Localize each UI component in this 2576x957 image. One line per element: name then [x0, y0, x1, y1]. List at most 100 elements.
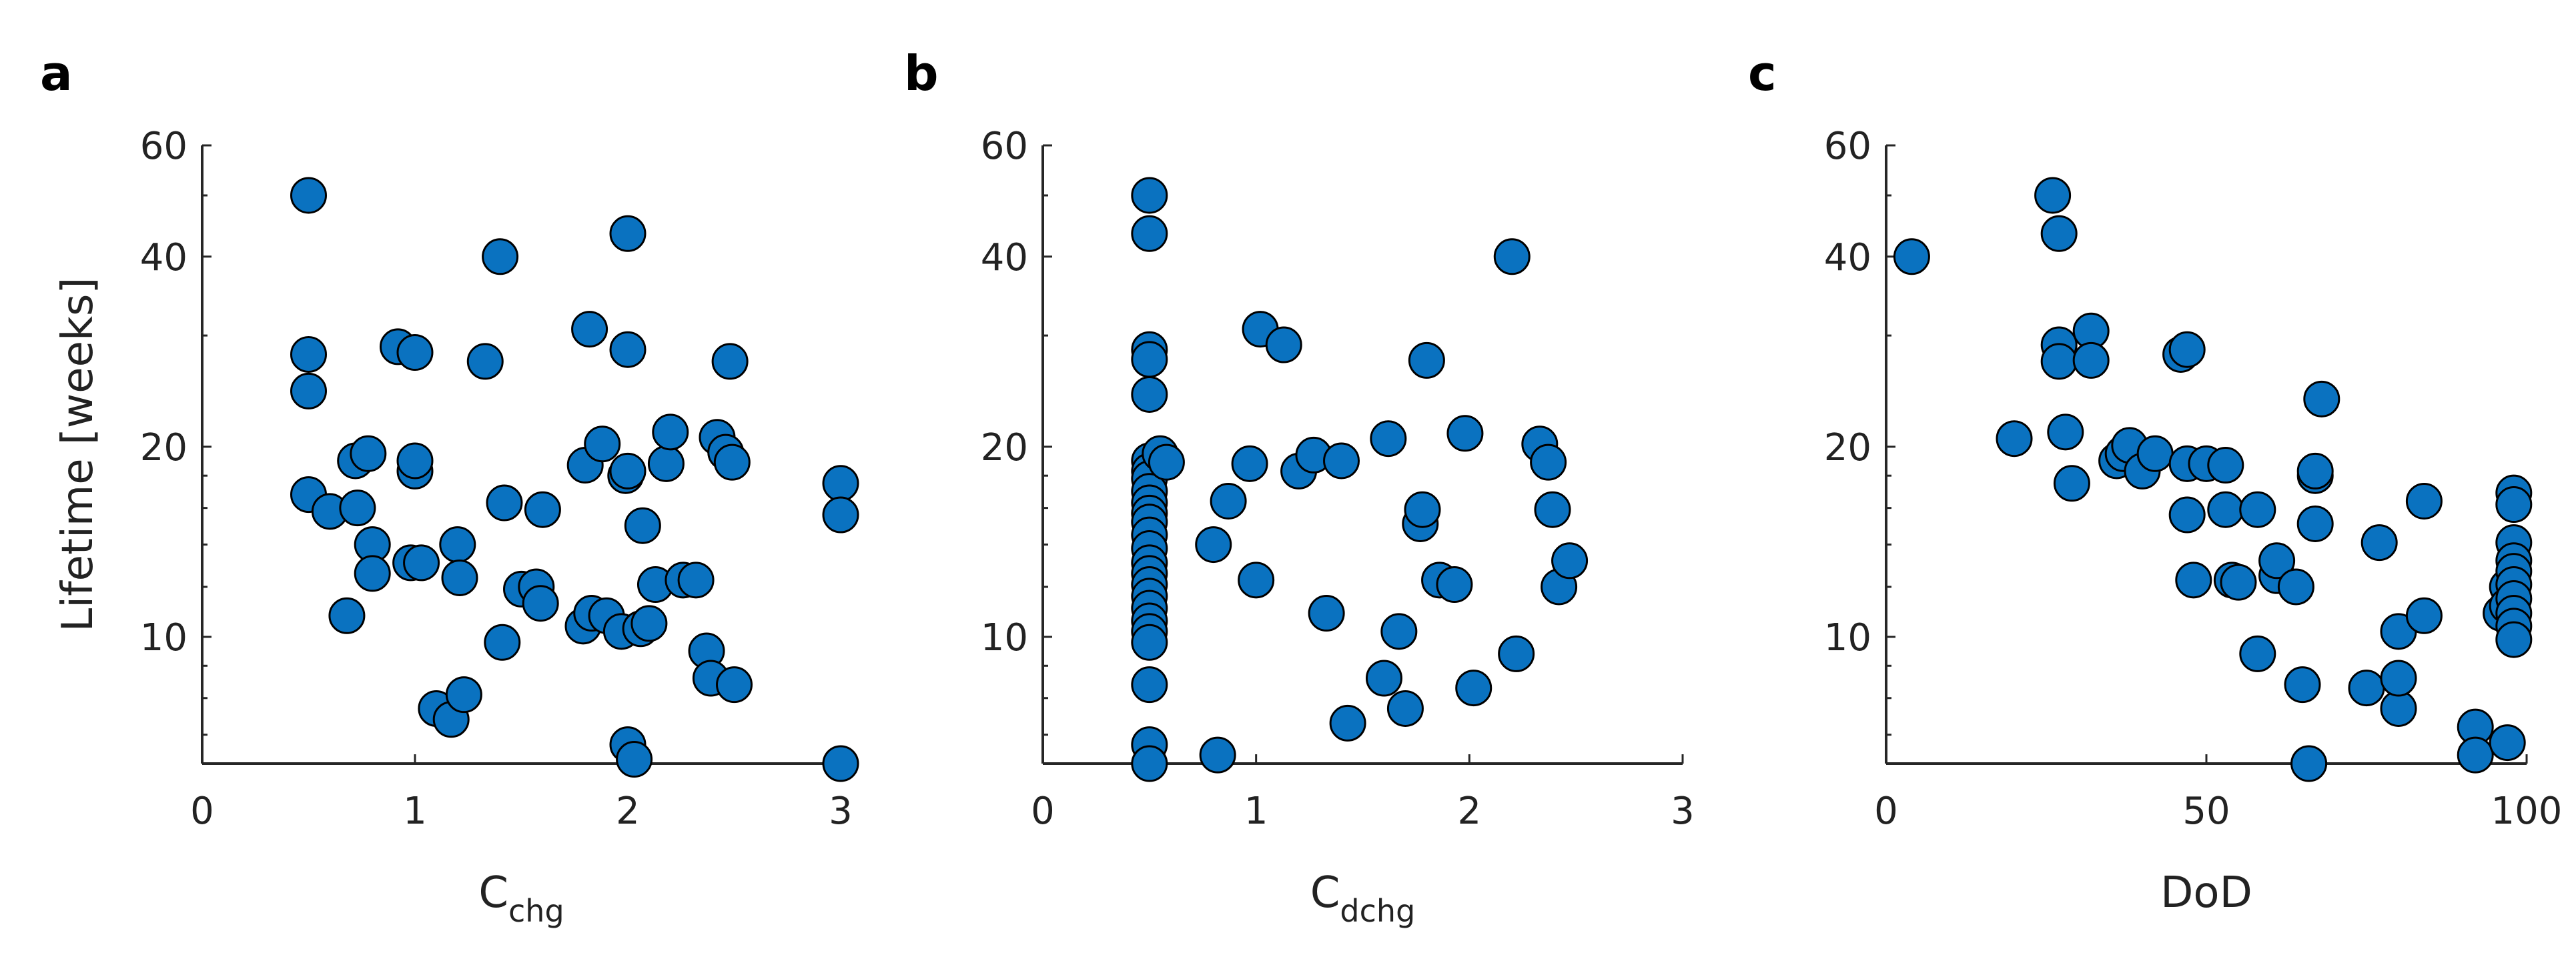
data-point	[822, 745, 859, 782]
panel-letter: c	[1748, 45, 1777, 101]
data-point	[1195, 526, 1232, 564]
data-point	[822, 496, 859, 534]
data-point	[616, 741, 653, 778]
y-tick-label: 20	[140, 426, 187, 469]
data-point	[1380, 613, 1418, 650]
data-point	[630, 605, 668, 642]
data-point	[339, 490, 376, 527]
data-point	[2489, 724, 2526, 762]
x-axis-label-subscript: chg	[508, 893, 564, 929]
data-point	[1308, 595, 1345, 632]
data-point	[711, 343, 749, 380]
y-tick-label: 10	[1824, 616, 1871, 660]
data-point	[2258, 542, 2296, 580]
data-point	[403, 544, 440, 582]
data-point	[1370, 420, 1407, 457]
data-point	[1455, 670, 1492, 707]
data-point	[2296, 452, 2334, 490]
data-point	[2072, 341, 2110, 379]
data-point	[1408, 341, 1445, 379]
data-point	[2405, 482, 2443, 520]
data-point	[1199, 736, 1236, 774]
panel-b: b 0 1 2 3 10 20 40 60 Cdchg	[904, 45, 1695, 929]
y-tick-label: 60	[140, 125, 187, 168]
x-axis-label-main: C	[1310, 868, 1340, 918]
data-point	[396, 334, 434, 371]
data-point	[1365, 660, 1402, 697]
data-point	[484, 624, 521, 661]
x-tick-label: 100	[2491, 790, 2563, 833]
data-point	[486, 484, 523, 522]
data-point	[290, 177, 327, 214]
data-point	[2175, 562, 2212, 599]
data-point	[445, 676, 482, 714]
panel-a: a 0 1 2 3 10 20 40 60 Cchg Lifetime [weeks]	[40, 45, 859, 929]
y-tick-label: 10	[981, 616, 1028, 660]
data-point	[571, 311, 608, 348]
data-point	[2296, 505, 2334, 542]
data-point	[677, 562, 715, 599]
y-tick-label: 40	[140, 236, 187, 279]
x-tick-label: 2	[616, 790, 640, 833]
data-point	[1131, 624, 1168, 661]
data-point	[1131, 215, 1168, 252]
data-point	[328, 597, 366, 634]
data-point	[652, 413, 689, 451]
data-point	[1148, 443, 1185, 481]
data-point	[1436, 566, 1473, 604]
y-axis-label: Lifetime [weeks]	[53, 277, 103, 632]
x-axis-label-main: C	[478, 868, 508, 918]
data-point	[2034, 177, 2072, 214]
data-point	[2284, 666, 2321, 704]
data-point	[1551, 542, 1589, 580]
data-point	[2405, 597, 2443, 634]
data-point	[2303, 380, 2340, 417]
x-axis-label: Cdchg	[1310, 868, 1416, 929]
y-tick-label: 60	[981, 125, 1028, 168]
data-point	[524, 491, 561, 528]
data-point	[1131, 177, 1168, 214]
data-point	[584, 425, 621, 463]
x-tick-label: 0	[1031, 790, 1055, 833]
data-point	[2136, 435, 2174, 472]
data-point	[1893, 238, 1930, 275]
data-point	[2239, 491, 2276, 528]
data-point	[2168, 331, 2206, 368]
data-point	[2207, 491, 2244, 528]
y-tick-label: 10	[140, 616, 187, 660]
x-axis-label: Cchg	[478, 868, 564, 929]
data-point	[2220, 564, 2257, 601]
data-point	[354, 555, 391, 592]
y-tick-label: 60	[1824, 125, 1871, 168]
data-point	[2168, 496, 2206, 534]
data-point	[1131, 375, 1168, 413]
data-point	[1498, 635, 1535, 672]
data-point	[2360, 524, 2398, 562]
data-point	[1386, 690, 1424, 727]
x-axis-label-subscript: dchg	[1340, 893, 1415, 929]
data-point	[2040, 215, 2078, 252]
data-point	[1265, 326, 1302, 363]
y-tick-label: 40	[1824, 236, 1871, 279]
x-axis-label: DoD	[2160, 868, 2252, 918]
data-point	[482, 238, 519, 275]
data-point	[2495, 486, 2533, 524]
data-point	[1131, 745, 1168, 782]
x-tick-label: 50	[2182, 790, 2230, 833]
data-point	[2495, 621, 2533, 658]
x-tick-label: 0	[190, 790, 214, 833]
data-point	[396, 442, 434, 480]
data-point	[624, 507, 661, 544]
y-tick-label: 40	[981, 236, 1028, 279]
panel-c: c 0 50 100 10 20 40 60 DoD	[1748, 45, 2562, 918]
data-point	[1996, 420, 2033, 457]
data-point	[1404, 491, 1441, 528]
data-point	[2290, 745, 2328, 782]
data-point	[2207, 447, 2244, 484]
data-point	[2457, 736, 2494, 774]
data-point	[439, 526, 476, 564]
y-tick-label: 20	[981, 426, 1028, 469]
data-point	[1329, 704, 1366, 742]
data-point	[2040, 343, 2078, 380]
